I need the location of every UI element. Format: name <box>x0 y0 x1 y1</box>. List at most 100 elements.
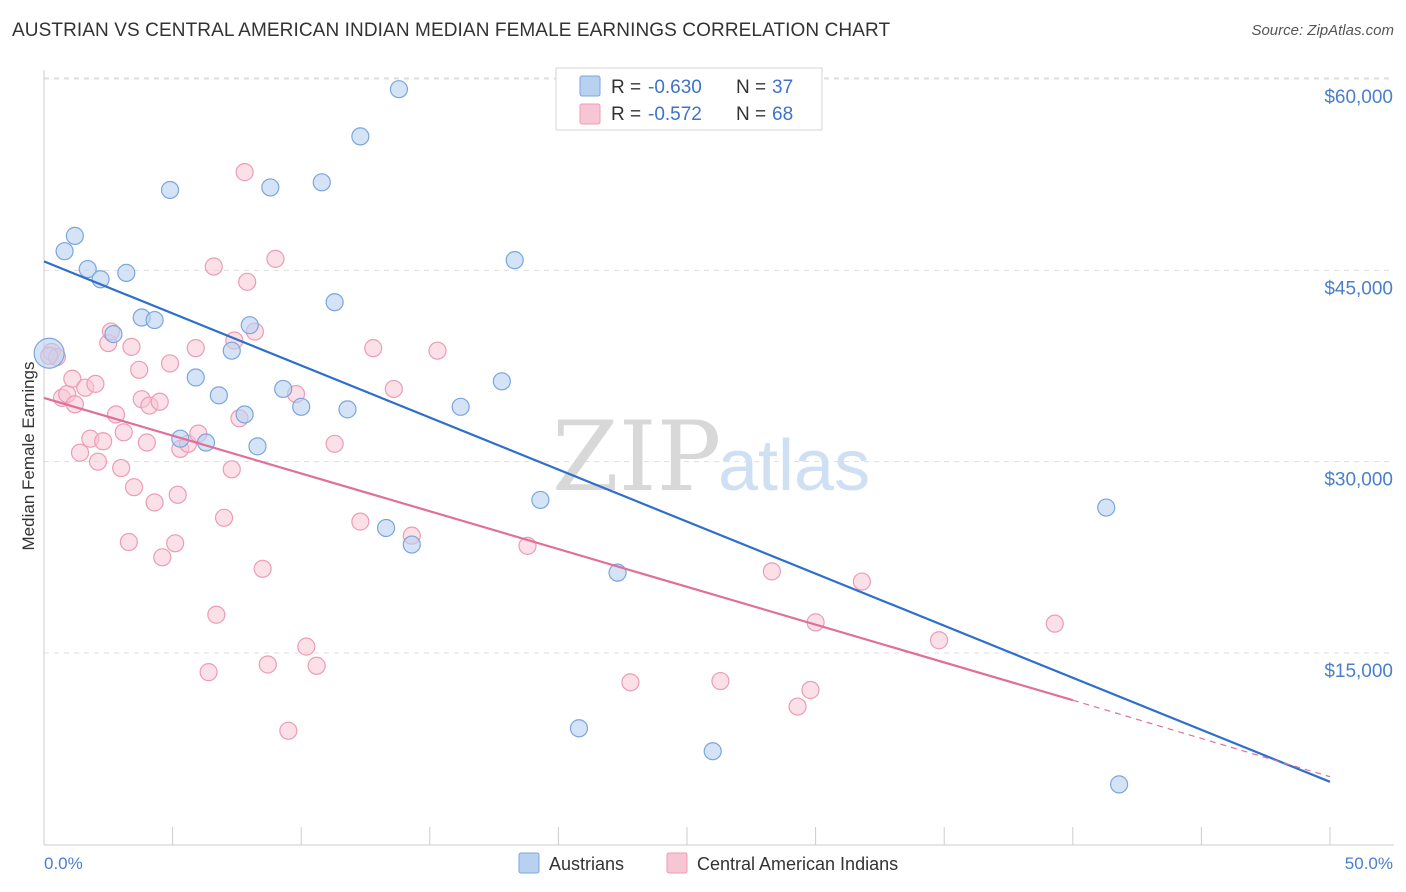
cai-point-37 <box>214 508 234 527</box>
bottom-legend-cai-label: Central American Indians <box>697 854 898 874</box>
austrian-point-18 <box>274 379 293 399</box>
cai-point-17 <box>119 532 138 552</box>
legend-top: R = -0.630 N = 37 R = -0.572 N = 68 <box>555 67 823 131</box>
bottom-legend-cai-swatch <box>666 852 688 874</box>
y-tick-labels: $15,000 $30,000 $45,000 $60,000 <box>1324 87 1393 682</box>
austrian-point-13 <box>209 386 228 405</box>
cai-point-51 <box>325 434 344 453</box>
y-axis-label: Median Female Earnings <box>19 362 38 551</box>
austrian-point-9 <box>160 180 180 200</box>
cai-point-15 <box>112 458 131 478</box>
cai-point-65 <box>929 631 949 650</box>
cai-point-19 <box>124 478 144 497</box>
cai-point-66 <box>1045 614 1064 633</box>
y-tick-label-0: $15,000 <box>1324 661 1393 682</box>
y-tick-label-3: $60,000 <box>1324 87 1393 108</box>
legend-austrians-r-label: R = <box>611 77 641 98</box>
legend-austrians-n-label: N = <box>736 77 766 98</box>
cai-point-38 <box>222 460 241 479</box>
x-tick-label-right: 50.0% <box>1345 854 1393 873</box>
cai-point-25 <box>150 392 169 411</box>
cai-point-32 <box>186 339 205 358</box>
cai-trend-extension <box>1072 699 1331 778</box>
legend-cai-n-value: 68 <box>772 104 793 125</box>
cai-point-42 <box>238 272 257 291</box>
cai-point-28 <box>166 534 185 553</box>
cai-point-24 <box>145 493 164 512</box>
austrian-point-3 <box>78 259 97 279</box>
cai-point-53 <box>364 339 383 358</box>
axes <box>43 70 1394 846</box>
austrian-point-28 <box>492 372 511 391</box>
legend-cai-swatch <box>579 103 601 125</box>
austrian-point-21 <box>325 293 344 312</box>
bottom-legend-austrians-label: Austrians <box>549 854 624 874</box>
cai-point-4 <box>63 369 82 388</box>
cai-point-58 <box>621 673 640 692</box>
cai-point-27 <box>160 354 180 373</box>
austrian-trend-line <box>43 260 1331 783</box>
watermark-atlas: atlas <box>718 426 870 506</box>
austrian-point-36 <box>240 316 259 335</box>
austrian-point-32 <box>703 742 722 761</box>
legend-austrians-swatch <box>579 75 601 97</box>
source-credit: Source: ZipAtlas.com <box>1251 22 1394 39</box>
y-tick-label-1: $30,000 <box>1324 470 1393 491</box>
cai-point-10 <box>88 452 108 471</box>
cai-point-20 <box>130 360 149 379</box>
cai-point-35 <box>204 257 223 276</box>
austrian-point-22 <box>338 400 357 419</box>
cai-point-60 <box>762 562 781 581</box>
cai-point-59 <box>711 671 730 691</box>
austrian-point-19 <box>292 397 311 416</box>
cai-point-62 <box>801 680 820 700</box>
cai-point-18 <box>122 337 141 356</box>
austrian-point-20 <box>312 173 331 192</box>
y-tick-label-2: $45,000 <box>1324 278 1393 299</box>
austrian-point-27 <box>451 397 470 416</box>
austrian-point-35 <box>1109 775 1129 794</box>
austrian-point-12 <box>196 433 216 452</box>
cai-point-47 <box>279 721 298 740</box>
cai-point-52 <box>351 512 370 531</box>
bottom-legend-austrians-swatch <box>518 852 540 874</box>
legend-cai-r-value: -0.572 <box>648 104 702 125</box>
cai-point-11 <box>94 432 113 451</box>
watermark-zip: ZIP <box>552 401 721 513</box>
austrian-point-33 <box>569 719 589 738</box>
cai-point-50 <box>307 656 326 675</box>
austrian-point-17 <box>261 178 280 197</box>
cai-point-46 <box>266 249 285 268</box>
austrian-point-11 <box>186 368 205 387</box>
austrian-point-16 <box>248 437 267 456</box>
cai-trend-line <box>43 396 1074 702</box>
cai-point-26 <box>153 548 172 567</box>
cai-point-16 <box>114 423 133 442</box>
cai-point-34 <box>199 663 218 682</box>
cai-point-6 <box>70 443 90 462</box>
austrian-point-29 <box>505 251 524 270</box>
cai-point-61 <box>788 697 807 716</box>
cai-point-44 <box>253 559 272 578</box>
austrian-point-14 <box>222 341 241 360</box>
austrian-point-24 <box>376 518 396 538</box>
cai-point-56 <box>428 341 447 360</box>
legend-austrians-n-value: 37 <box>772 77 793 98</box>
austrian-point-34 <box>1097 498 1116 517</box>
austrian-point-2 <box>65 226 84 245</box>
chart-title: AUSTRIAN VS CENTRAL AMERICAN INDIAN MEDI… <box>12 20 891 41</box>
austrian-point-30 <box>531 490 550 510</box>
cai-point-64 <box>852 572 871 591</box>
x-tick-label-left: 0.0% <box>44 854 83 873</box>
trend-lines <box>43 260 1331 783</box>
austrian-point-0 <box>33 337 65 369</box>
austrian-point-8 <box>145 310 164 330</box>
austrian-points <box>33 80 1129 794</box>
austrian-point-6 <box>117 263 136 282</box>
cai-point-9 <box>86 374 105 393</box>
cai-point-36 <box>207 605 226 624</box>
legend-austrians-r-value: -0.630 <box>648 77 702 98</box>
cai-point-22 <box>137 433 156 452</box>
legend-cai-n-label: N = <box>736 104 766 125</box>
